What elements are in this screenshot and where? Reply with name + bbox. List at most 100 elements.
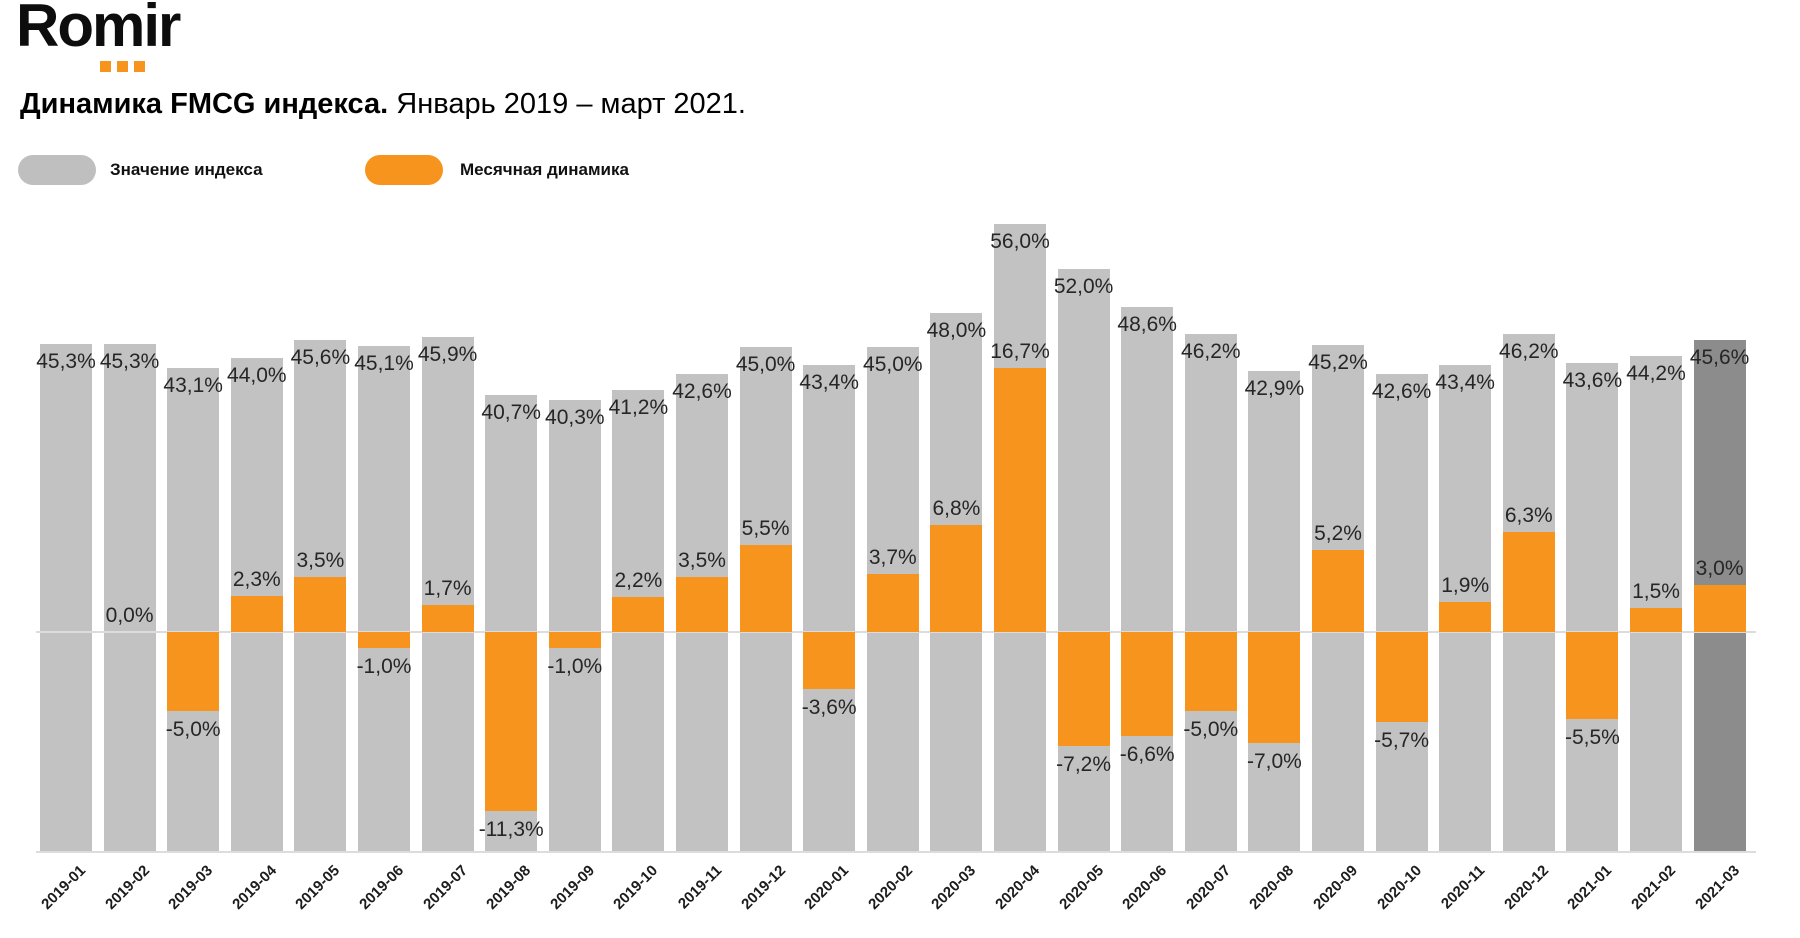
- index-value-label: 43,6%: [1562, 368, 1623, 392]
- x-axis-label-text: 2019-04: [228, 862, 280, 913]
- dynamics-value-label: 6,8%: [932, 496, 981, 520]
- dynamics-baseline: [36, 631, 1756, 633]
- x-axis-label-text: 2020-03: [928, 862, 980, 913]
- dynamics-value-label: 5,5%: [741, 517, 790, 541]
- index-value-label: 48,6%: [1117, 312, 1177, 336]
- index-value-label: 45,0%: [735, 353, 796, 376]
- x-axis-label-text: 2021-02: [1628, 862, 1680, 913]
- x-axis-label-text: 2019-09: [546, 862, 598, 913]
- index-value-label: 45,3%: [36, 349, 96, 373]
- dynamics-value-label: -11,3%: [478, 817, 544, 841]
- x-axis-label-text: 2020-09: [1310, 862, 1362, 913]
- dynamics-value-label: 1,5%: [1632, 580, 1680, 604]
- x-axis-label-text: 2020-05: [1055, 862, 1107, 913]
- index-value-label: 43,4%: [1435, 370, 1495, 394]
- dynamics-value-label: 3,5%: [296, 548, 345, 572]
- index-value-label: 46,2%: [1499, 339, 1559, 363]
- dynamics-bar: [676, 576, 728, 632]
- dynamics-value-label: 3,0%: [1695, 556, 1744, 580]
- x-axis-label-text: 2020-02: [864, 862, 916, 913]
- index-value-label: 45,9%: [417, 342, 478, 366]
- x-axis-label-text: 2019-10: [610, 862, 662, 913]
- dynamics-value-label: -7,0%: [1246, 749, 1302, 773]
- legend-index-swatch: [18, 155, 96, 185]
- index-value-label: 40,7%: [481, 401, 541, 425]
- dynamics-bar: [1248, 632, 1301, 743]
- legend-dynamics-swatch: [365, 155, 443, 185]
- x-axis-label-text: 2020-11: [1437, 862, 1489, 913]
- dynamics-value-label: -5,0%: [165, 718, 221, 741]
- dynamics-value-label: 5,2%: [1314, 521, 1362, 545]
- chart-title-bold: Динамика FMCG индекса.: [20, 88, 389, 120]
- dynamics-bar: [1312, 549, 1364, 632]
- logo-dot: [117, 61, 128, 72]
- dynamics-bar: [1566, 632, 1619, 719]
- dynamics-value-label: 6,3%: [1504, 504, 1553, 528]
- dynamics-value-label: -3,6%: [801, 695, 857, 719]
- dynamics-bar: [612, 597, 665, 632]
- dynamics-value-label: 3,5%: [678, 548, 726, 572]
- index-value-label: 40,3%: [545, 405, 605, 429]
- x-axis-label-text: 2019-07: [419, 862, 471, 913]
- dynamics-value-label: 2,3%: [232, 567, 281, 591]
- dynamics-value-label: -1,0%: [547, 654, 603, 678]
- x-axis-label-text: 2019-06: [356, 862, 408, 913]
- dynamics-bar: [1502, 532, 1555, 632]
- dynamics-bar: [866, 573, 919, 632]
- dynamics-value-label: -6,6%: [1119, 743, 1175, 767]
- index-value-label: 45,6%: [290, 346, 351, 370]
- index-value-label: 46,2%: [1181, 339, 1241, 363]
- dynamics-bar: [803, 632, 856, 689]
- dynamics-value-label: -7,2%: [1056, 752, 1112, 776]
- dynamics-bar: [548, 632, 601, 648]
- x-axis-line: [36, 851, 1756, 853]
- x-axis-label-text: 2020-08: [1246, 862, 1298, 913]
- index-bar: [40, 343, 92, 851]
- x-axis-label-text: 2019-12: [737, 862, 789, 913]
- index-bar: [421, 336, 474, 851]
- dynamics-bar: [294, 576, 347, 632]
- index-bar: [1248, 370, 1301, 851]
- index-value-label: 48,0%: [926, 319, 987, 343]
- legend-index-label: Значение индекса: [110, 160, 263, 179]
- dynamics-value-label: 2,2%: [614, 569, 663, 593]
- dynamics-value-label: -1,0%: [356, 654, 412, 678]
- x-axis-label-text: 2019-08: [483, 862, 535, 913]
- index-value-label: 45,6%: [1689, 346, 1750, 370]
- index-value-label: 45,0%: [863, 353, 923, 376]
- index-value-label: 43,1%: [163, 374, 223, 398]
- x-axis-label-text: 2019-05: [292, 862, 344, 913]
- index-value-label: 45,2%: [1308, 350, 1368, 374]
- index-bar: [1184, 333, 1237, 851]
- dynamics-value-label: 1,7%: [423, 577, 472, 601]
- index-bar: [1057, 268, 1110, 851]
- index-value-label: 44,0%: [227, 364, 287, 388]
- dynamics-bar: [358, 632, 410, 648]
- x-axis-label-text: 2021-03: [1691, 862, 1743, 913]
- index-value-label: 45,3%: [99, 349, 160, 373]
- dynamics-value-label: 1,9%: [1441, 573, 1490, 597]
- dynamics-bar: [1184, 632, 1237, 711]
- index-value-label: 42,6%: [1371, 379, 1432, 403]
- x-axis-label-text: 2020-04: [992, 862, 1044, 913]
- index-value-label: 44,2%: [1626, 361, 1686, 385]
- index-bar: [358, 345, 410, 851]
- x-axis-label-text: 2019-02: [101, 862, 153, 913]
- dynamics-bar: [930, 524, 983, 632]
- index-bar: [548, 399, 601, 851]
- dynamics-value-label: -5,0%: [1183, 718, 1239, 741]
- index-bar: [167, 368, 220, 851]
- x-axis-label-text: 2019-03: [165, 862, 217, 913]
- x-axis-label-text: 2020-12: [1500, 862, 1552, 913]
- x-axis-label-text: 2020-06: [1119, 862, 1171, 913]
- index-bar: [1121, 306, 1174, 851]
- chart-title: Динамика FMCG индекса. Январь 2019 – мар…: [20, 88, 746, 121]
- index-bar: [1375, 373, 1428, 851]
- index-bar: [1566, 362, 1619, 851]
- dynamics-value-label: -5,7%: [1374, 729, 1430, 753]
- index-value-label: 42,9%: [1244, 376, 1305, 400]
- dynamics-value-label: -5,5%: [1564, 725, 1620, 749]
- x-axis-label-text: 2020-10: [1373, 862, 1425, 913]
- x-axis-label-text: 2021-01: [1564, 862, 1616, 913]
